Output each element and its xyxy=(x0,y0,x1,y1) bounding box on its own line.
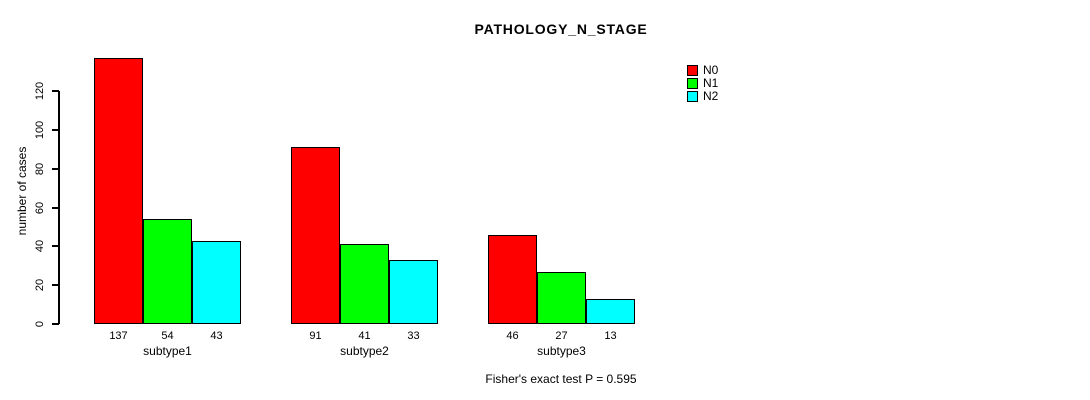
bar-value-label: 43 xyxy=(210,330,223,342)
y-tick-mark xyxy=(52,90,59,92)
y-tick-mark xyxy=(52,323,59,325)
bar-value-label: 27 xyxy=(555,330,568,342)
category-label-subtype2: subtype2 xyxy=(340,344,389,358)
y-axis-label: number of cases xyxy=(15,146,29,236)
bar-value-label: 54 xyxy=(161,330,174,342)
y-tick-label: 0 xyxy=(34,320,46,328)
legend-label-N1: N1 xyxy=(703,76,719,90)
y-tick-mark xyxy=(52,245,59,247)
category-label-subtype1: subtype1 xyxy=(143,344,192,358)
y-tick-mark xyxy=(52,168,59,170)
bar-value-label: 91 xyxy=(309,330,322,342)
legend-swatch-N0 xyxy=(687,65,698,76)
bar-value-label: 46 xyxy=(506,330,519,342)
y-tick-mark xyxy=(52,207,59,209)
bar-subtype1-N2 xyxy=(192,241,241,324)
chart-title: PATHOLOGY_N_STAGE xyxy=(474,21,648,37)
bar-subtype1-N0 xyxy=(94,58,143,324)
fisher-test-annotation: Fisher's exact test P = 0.595 xyxy=(485,372,637,386)
y-tick-label: 60 xyxy=(34,201,46,215)
legend-item-N1: N1 xyxy=(687,77,718,90)
category-label-subtype3: subtype3 xyxy=(537,344,586,358)
legend-label-N0: N0 xyxy=(703,63,719,77)
bar-subtype3-N1 xyxy=(537,272,586,324)
bar-subtype2-N0 xyxy=(291,147,340,324)
bar-value-label: 137 xyxy=(109,330,128,342)
bar-subtype2-N2 xyxy=(389,260,438,324)
bar-value-label: 13 xyxy=(604,330,617,342)
y-tick-label: 80 xyxy=(34,162,46,176)
y-tick-label: 100 xyxy=(34,120,46,140)
legend-label-N2: N2 xyxy=(703,89,719,103)
y-tick-label: 40 xyxy=(34,239,46,253)
legend-swatch-N2 xyxy=(687,91,698,102)
legend-swatch-N1 xyxy=(687,78,698,89)
y-tick-mark xyxy=(52,129,59,131)
bar-subtype2-N1 xyxy=(340,244,389,324)
bar-value-label: 33 xyxy=(407,330,420,342)
bar-subtype3-N2 xyxy=(586,299,635,324)
bar-subtype1-N1 xyxy=(143,219,192,324)
legend-item-N2: N2 xyxy=(687,90,718,103)
legend-item-N0: N0 xyxy=(687,64,718,77)
bar-subtype3-N0 xyxy=(488,235,537,324)
y-tick-label: 120 xyxy=(34,81,46,101)
bar-value-label: 41 xyxy=(358,330,371,342)
y-tick-label: 20 xyxy=(34,278,46,292)
y-tick-mark xyxy=(52,284,59,286)
